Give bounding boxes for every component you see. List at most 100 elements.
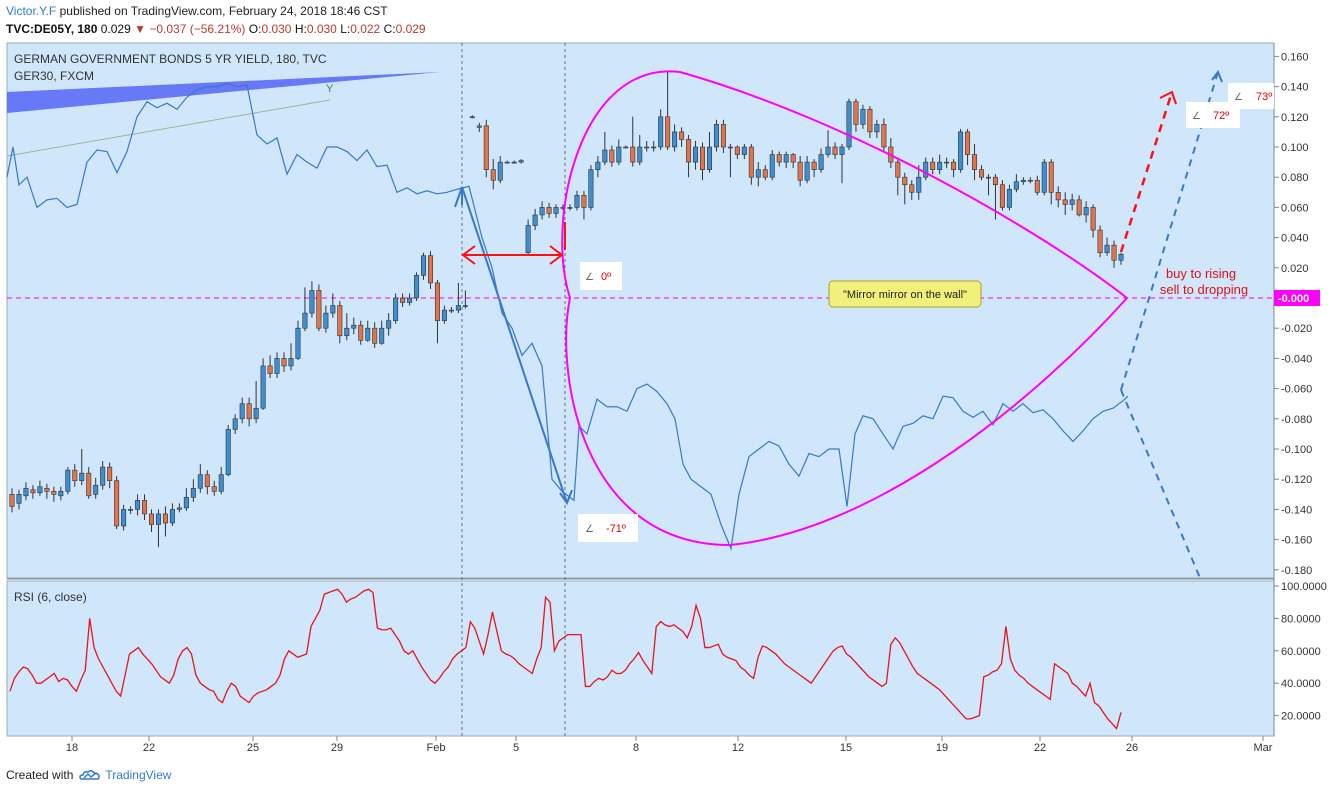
candle-body bbox=[985, 176, 991, 179]
candle-body bbox=[176, 507, 182, 510]
rsi-tick-label: 100.0000 bbox=[1281, 581, 1327, 593]
candle-body bbox=[93, 484, 99, 495]
candle-body bbox=[155, 513, 161, 525]
price-tick-label: -0.020 bbox=[1281, 323, 1312, 335]
candle-body bbox=[386, 320, 392, 329]
trend-arrow-head[interactable] bbox=[1211, 69, 1223, 83]
projection-down-blue[interactable] bbox=[1120, 389, 1201, 579]
candle-body bbox=[434, 282, 440, 321]
close-value: 0.029 bbox=[395, 22, 426, 36]
mirror-callout[interactable]: "Mirror mirror on the wall" bbox=[828, 280, 982, 308]
tradingview-logo[interactable]: TradingView bbox=[79, 768, 171, 782]
trend-arrow-head[interactable] bbox=[559, 489, 573, 506]
author-link[interactable]: Victor.Y.F bbox=[6, 4, 57, 18]
candle-body bbox=[895, 161, 901, 178]
candle-body bbox=[190, 487, 196, 498]
candle-body bbox=[421, 255, 427, 276]
candle-body bbox=[79, 472, 85, 482]
candle-body bbox=[972, 154, 978, 170]
candle-body bbox=[567, 207, 573, 209]
main-panel[interactable] bbox=[6, 42, 1275, 579]
time-axis[interactable]: 18 22 25 29 Feb 5 8 12 15 19 22 26 Mar bbox=[66, 736, 1273, 754]
candle-body bbox=[937, 161, 943, 170]
rsi-panel[interactable] bbox=[6, 580, 1275, 737]
angle-icon: ∠ bbox=[585, 272, 594, 283]
candle-body bbox=[804, 161, 810, 181]
candle-body bbox=[595, 161, 601, 170]
candle-body bbox=[1111, 244, 1117, 261]
candle-body bbox=[637, 146, 643, 163]
rsi-line[interactable] bbox=[9, 588, 1122, 730]
candle-body bbox=[776, 154, 782, 163]
time-tick-label: 15 bbox=[840, 742, 852, 754]
trend-line-green[interactable] bbox=[6, 99, 331, 157]
candle-body bbox=[825, 146, 831, 155]
last-price-tag: -0.000 bbox=[1274, 290, 1320, 306]
candle-body bbox=[483, 125, 489, 170]
trend-line-down[interactable] bbox=[461, 186, 568, 504]
candle-body bbox=[539, 207, 545, 216]
candle-body bbox=[281, 358, 287, 367]
price-tick-label: -0.120 bbox=[1281, 474, 1312, 486]
note-sell[interactable]: sell to dropping bbox=[1160, 282, 1248, 297]
candle-body bbox=[1104, 244, 1110, 253]
rsi-tick-label: 60.0000 bbox=[1281, 646, 1321, 658]
candle-body bbox=[783, 154, 789, 163]
candlestick-series[interactable] bbox=[9, 71, 1124, 548]
angle-label-minus71[interactable]: ∠ -71º bbox=[578, 514, 638, 542]
price-axis[interactable]: 0.160 0.140 0.120 0.100 0.080 0.060 0.040 0.020… bbox=[1274, 51, 1312, 577]
candle-body bbox=[232, 418, 238, 430]
time-tick-label: 22 bbox=[1034, 742, 1046, 754]
rsi-title: RSI (6, close) bbox=[14, 590, 87, 604]
candle-body bbox=[260, 365, 266, 409]
trend-arrow-head[interactable] bbox=[1159, 90, 1177, 105]
mirror-curve[interactable] bbox=[561, 70, 1129, 547]
ger30-line[interactable] bbox=[6, 82, 1129, 551]
candle-body bbox=[902, 176, 908, 186]
candle-body bbox=[441, 309, 447, 321]
candle-body bbox=[246, 403, 252, 420]
candle-body bbox=[581, 195, 587, 208]
candle-body bbox=[944, 161, 950, 164]
candle-body bbox=[839, 146, 845, 155]
last-price: 0.029 bbox=[100, 22, 131, 36]
angle-label-0[interactable]: ∠ 0º bbox=[580, 262, 622, 290]
callout-box bbox=[828, 280, 982, 308]
note-buy[interactable]: buy to rising bbox=[1166, 266, 1236, 281]
candle-body bbox=[407, 297, 413, 303]
candle-body bbox=[504, 161, 510, 164]
candle-body bbox=[623, 146, 629, 149]
time-tick-label: Feb bbox=[427, 742, 446, 754]
angle-box bbox=[578, 514, 638, 542]
candle-body bbox=[999, 184, 1005, 208]
candle-body bbox=[400, 297, 406, 303]
candle-body bbox=[874, 124, 880, 133]
candle-body bbox=[51, 490, 57, 495]
arrow-head-left bbox=[461, 245, 476, 265]
candle-body bbox=[811, 161, 817, 170]
candle-body bbox=[107, 466, 113, 482]
trend-wedge[interactable] bbox=[7, 72, 440, 113]
price-tick-label: -0.060 bbox=[1281, 384, 1312, 396]
candle-body bbox=[1020, 179, 1026, 183]
candle-body bbox=[72, 469, 78, 482]
candle-body bbox=[853, 101, 859, 125]
candle-body bbox=[302, 312, 308, 329]
low-label: L: bbox=[340, 22, 351, 36]
candle-body bbox=[1027, 179, 1033, 182]
candle-body bbox=[114, 480, 120, 527]
rsi-axis[interactable]: 100.0000 80.0000 60.0000 40.0000 20.0000 bbox=[1274, 581, 1327, 723]
candle-body bbox=[797, 161, 803, 181]
brand-name[interactable]: TradingView bbox=[105, 768, 172, 782]
candle-body bbox=[700, 146, 706, 170]
candle-body bbox=[30, 489, 36, 494]
candle-body bbox=[867, 108, 873, 133]
candle-body bbox=[211, 486, 217, 492]
angle-label-73[interactable]: ∠ 73º bbox=[1228, 83, 1274, 109]
time-tick-label: 18 bbox=[66, 742, 78, 754]
candle-body bbox=[958, 131, 964, 170]
candle-body bbox=[148, 513, 154, 525]
price-tick-label: -0.100 bbox=[1281, 444, 1312, 456]
candle-body bbox=[1097, 229, 1103, 254]
